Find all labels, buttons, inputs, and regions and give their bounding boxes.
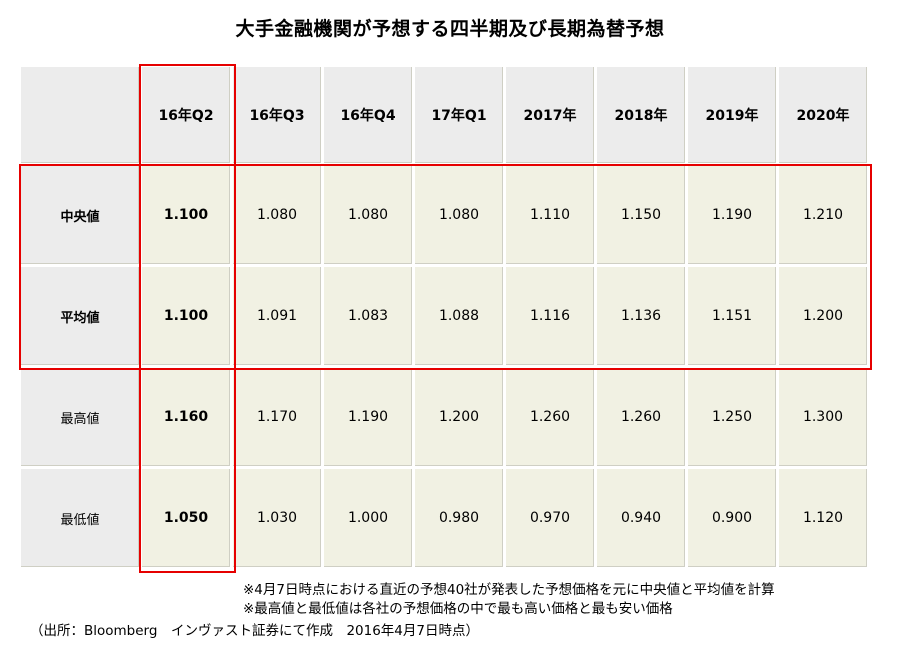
- table-cell: 1.150: [597, 166, 685, 264]
- table-cell: 1.110: [506, 166, 594, 264]
- column-header: 2019年: [688, 67, 776, 163]
- table-cell: 1.100: [142, 166, 230, 264]
- table-cell: 1.120: [779, 469, 867, 567]
- table-cell: 0.980: [415, 469, 503, 567]
- table-cell: 1.260: [597, 368, 685, 466]
- table-cell: 1.080: [233, 166, 321, 264]
- column-header: 17年Q1: [415, 67, 503, 163]
- footnote-1: ※4月7日時点における直近の予想40社が発表した予想価格を元に中央値と平均値を計…: [243, 582, 775, 598]
- table-cell: 1.088: [415, 267, 503, 365]
- table-cell: 1.000: [324, 469, 412, 567]
- table-cell: 0.940: [597, 469, 685, 567]
- forecast-table: 16年Q2 16年Q3 16年Q4 17年Q1 2017年 2018年 2019…: [18, 64, 870, 570]
- table-cell: 1.080: [324, 166, 412, 264]
- table-cell: 1.170: [233, 368, 321, 466]
- corner-cell: [21, 67, 139, 163]
- table-cell: 1.190: [688, 166, 776, 264]
- column-header: 16年Q2: [142, 67, 230, 163]
- row-label: 最低値: [21, 469, 139, 567]
- column-header: 2018年: [597, 67, 685, 163]
- table-cell: 1.116: [506, 267, 594, 365]
- table-cell: 1.260: [506, 368, 594, 466]
- table-cell: 1.160: [142, 368, 230, 466]
- source-note: （出所：Bloomberg インヴァスト証券にて作成 2016年4月7日時点）: [30, 623, 479, 639]
- table-row: 平均値 1.100 1.091 1.083 1.088 1.116 1.136 1.151 1.…: [21, 267, 867, 365]
- chart-title: 大手金融機関が予想する四半期及び長期為替予想: [235, 18, 665, 40]
- table-cell: 1.100: [142, 267, 230, 365]
- table-row: 最低値 1.050 1.030 1.000 0.980 0.970 0.940 0.900 1.…: [21, 469, 867, 567]
- table-cell: 0.900: [688, 469, 776, 567]
- table-cell: 1.200: [779, 267, 867, 365]
- table-row: 中央値 1.100 1.080 1.080 1.080 1.110 1.150 1.190 1.…: [21, 166, 867, 264]
- column-header: 2020年: [779, 67, 867, 163]
- table-cell: 1.200: [415, 368, 503, 466]
- table-cell: 1.030: [233, 469, 321, 567]
- table-row: 最高値 1.160 1.170 1.190 1.200 1.260 1.260 1.250 1.…: [21, 368, 867, 466]
- row-label: 最高値: [21, 368, 139, 466]
- header-row: 16年Q2 16年Q3 16年Q4 17年Q1 2017年 2018年 2019…: [21, 67, 867, 163]
- table-cell: 1.250: [688, 368, 776, 466]
- column-header: 2017年: [506, 67, 594, 163]
- table-cell: 1.050: [142, 469, 230, 567]
- column-header: 16年Q3: [233, 67, 321, 163]
- table-cell: 1.300: [779, 368, 867, 466]
- table-cell: 1.190: [324, 368, 412, 466]
- table-cell: 1.080: [415, 166, 503, 264]
- table-cell: 1.136: [597, 267, 685, 365]
- column-header: 16年Q4: [324, 67, 412, 163]
- footnote-2: ※最高値と最低値は各社の予想価格の中で最も高い価格と最も安い価格: [243, 601, 673, 617]
- row-label: 中央値: [21, 166, 139, 264]
- table-cell: 1.091: [233, 267, 321, 365]
- table-cell: 0.970: [506, 469, 594, 567]
- table-cell: 1.083: [324, 267, 412, 365]
- table-cell: 1.151: [688, 267, 776, 365]
- row-label: 平均値: [21, 267, 139, 365]
- table-cell: 1.210: [779, 166, 867, 264]
